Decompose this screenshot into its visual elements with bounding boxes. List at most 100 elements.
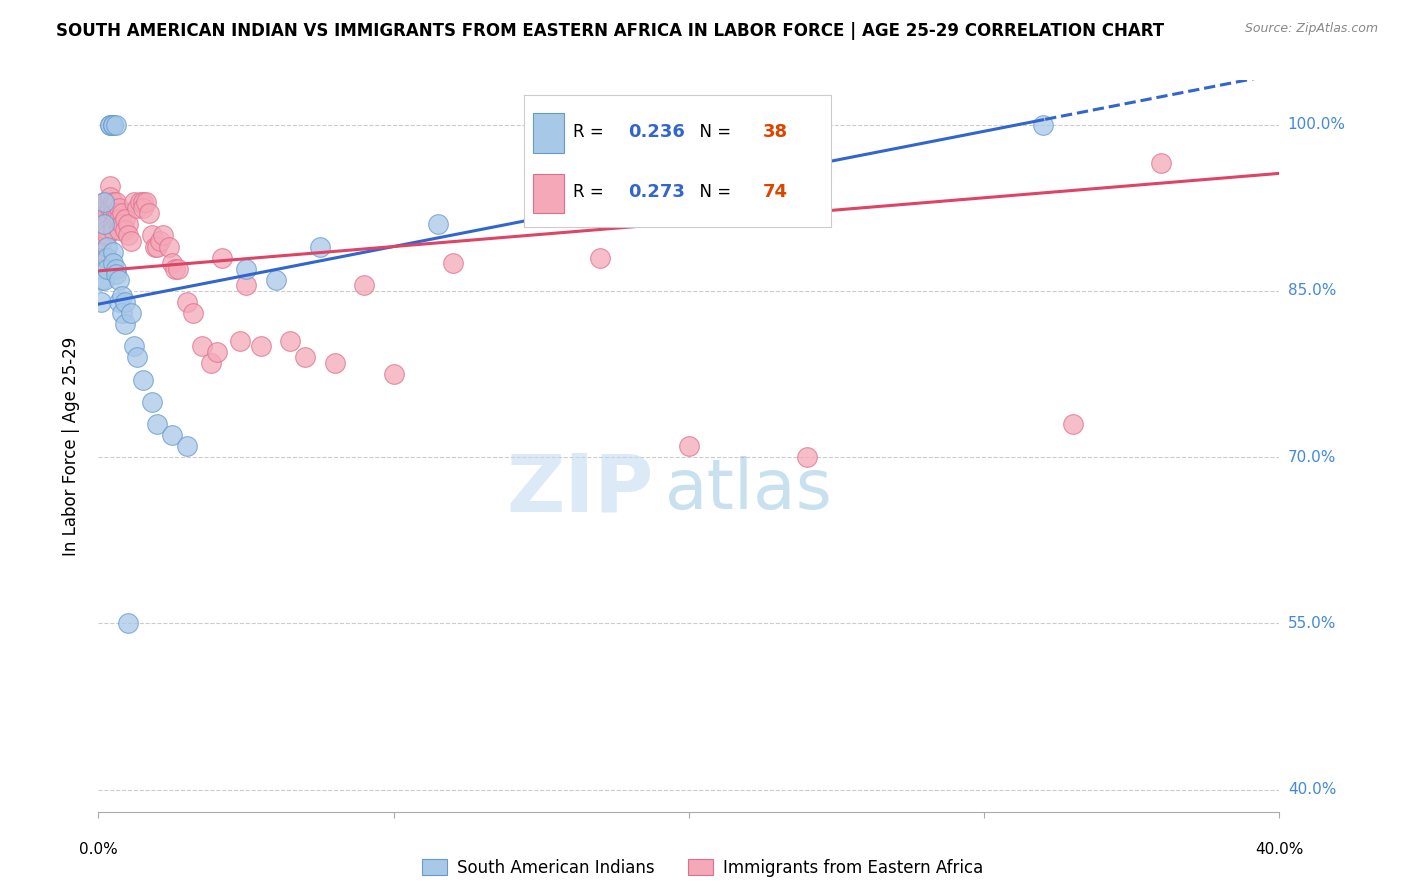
Point xyxy=(93,201,115,215)
Point xyxy=(589,251,612,265)
Point xyxy=(103,256,125,270)
Point xyxy=(152,228,174,243)
Point xyxy=(111,218,134,232)
Point xyxy=(103,223,125,237)
Point xyxy=(176,439,198,453)
Point xyxy=(93,273,115,287)
Point xyxy=(235,278,257,293)
Point xyxy=(90,234,112,248)
Point xyxy=(229,334,252,348)
Text: 0.0%: 0.0% xyxy=(79,842,118,857)
Point xyxy=(132,201,155,215)
Point xyxy=(143,239,166,253)
Point xyxy=(114,211,136,226)
Point xyxy=(135,195,157,210)
Point xyxy=(138,206,160,220)
Point xyxy=(125,351,148,365)
Point xyxy=(105,206,128,220)
Text: 70.0%: 70.0% xyxy=(1288,450,1336,465)
Point xyxy=(103,118,125,132)
Text: 85.0%: 85.0% xyxy=(1288,284,1336,298)
Point xyxy=(108,294,131,309)
Y-axis label: In Labor Force | Age 25-29: In Labor Force | Age 25-29 xyxy=(62,336,80,556)
Point xyxy=(111,289,134,303)
Text: 100.0%: 100.0% xyxy=(1288,117,1346,132)
Point xyxy=(146,417,169,431)
Point xyxy=(90,228,112,243)
Point xyxy=(96,251,118,265)
Point xyxy=(264,273,287,287)
Point xyxy=(235,261,257,276)
Point xyxy=(309,239,332,253)
Text: SOUTH AMERICAN INDIAN VS IMMIGRANTS FROM EASTERN AFRICA IN LABOR FORCE | AGE 25-: SOUTH AMERICAN INDIAN VS IMMIGRANTS FROM… xyxy=(56,22,1164,40)
Point xyxy=(93,195,115,210)
Point xyxy=(114,317,136,331)
Point xyxy=(98,118,121,132)
Point xyxy=(117,218,139,232)
Point xyxy=(105,267,128,281)
Point xyxy=(117,228,139,243)
Point xyxy=(93,211,115,226)
Point xyxy=(441,256,464,270)
Point xyxy=(90,261,112,276)
Point xyxy=(103,201,125,215)
Point xyxy=(181,306,204,320)
Point xyxy=(108,211,131,226)
Point xyxy=(108,201,131,215)
Point xyxy=(132,372,155,386)
Point xyxy=(250,339,273,353)
Point xyxy=(105,118,128,132)
Text: 40.0%: 40.0% xyxy=(1288,782,1336,797)
Point xyxy=(1150,156,1173,170)
Point xyxy=(90,273,112,287)
Point xyxy=(122,195,145,210)
Point xyxy=(93,218,115,232)
Point xyxy=(132,195,155,210)
Point xyxy=(90,294,112,309)
Point xyxy=(280,334,302,348)
Point xyxy=(90,256,112,270)
Text: atlas: atlas xyxy=(665,457,834,524)
Point xyxy=(105,211,128,226)
Point xyxy=(90,239,112,253)
Point xyxy=(294,351,316,365)
Point xyxy=(323,356,346,370)
Point xyxy=(353,278,375,293)
Point xyxy=(678,439,700,453)
Point xyxy=(114,294,136,309)
Point xyxy=(1032,118,1054,132)
Point xyxy=(128,195,150,210)
Text: Source: ZipAtlas.com: Source: ZipAtlas.com xyxy=(1244,22,1378,36)
Point xyxy=(205,344,228,359)
Point xyxy=(141,394,163,409)
Point xyxy=(191,339,214,353)
Text: ZIP: ZIP xyxy=(506,450,654,529)
Point xyxy=(96,218,118,232)
Point xyxy=(141,228,163,243)
Point xyxy=(211,251,233,265)
Point xyxy=(111,206,134,220)
Point xyxy=(105,195,128,210)
Point xyxy=(120,306,142,320)
Point xyxy=(93,206,115,220)
Point xyxy=(162,428,183,442)
Point xyxy=(382,367,405,381)
Point xyxy=(98,201,121,215)
Point xyxy=(146,239,169,253)
Point xyxy=(176,294,198,309)
Point xyxy=(125,201,148,215)
Point xyxy=(1062,417,1084,431)
Text: 55.0%: 55.0% xyxy=(1288,615,1336,631)
Point xyxy=(167,261,190,276)
Text: 40.0%: 40.0% xyxy=(1256,842,1303,857)
Point xyxy=(427,218,450,232)
Point xyxy=(96,195,118,210)
Point xyxy=(103,218,125,232)
Point xyxy=(96,261,118,276)
Point xyxy=(157,239,180,253)
Point xyxy=(111,306,134,320)
Point xyxy=(96,239,118,253)
Point xyxy=(165,261,187,276)
Point xyxy=(98,178,121,193)
Point xyxy=(103,195,125,210)
